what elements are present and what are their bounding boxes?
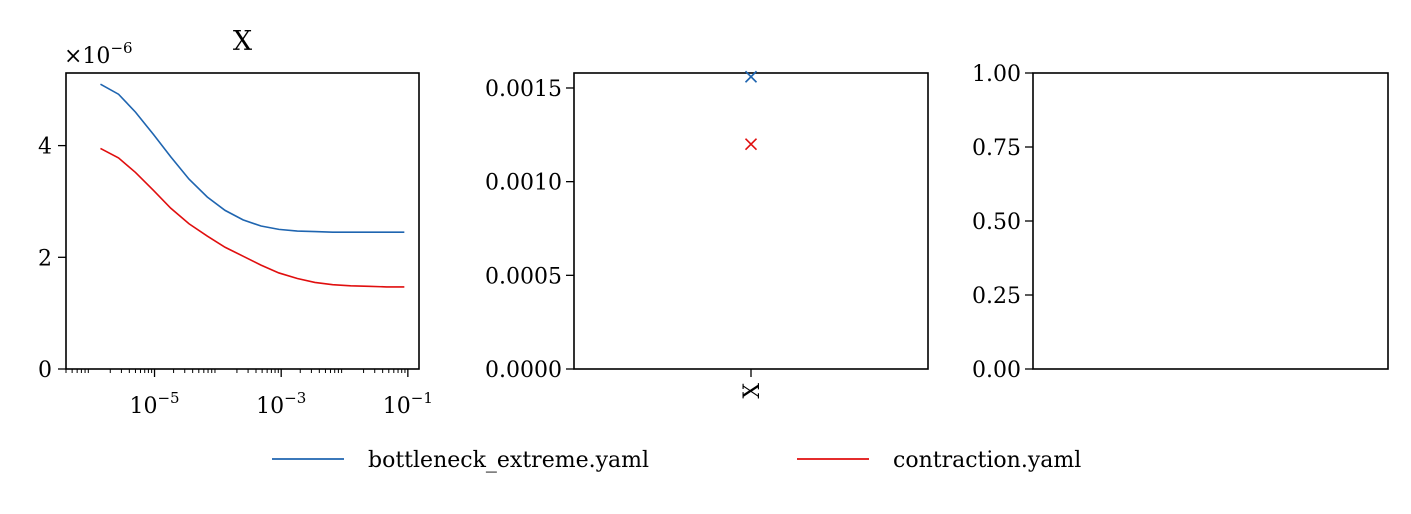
- x-tick-label: 10−5: [129, 389, 179, 419]
- y-tick-label: 0.50: [972, 210, 1021, 235]
- y-tick-label: 2: [38, 246, 52, 271]
- legend-label: bottleneck_extreme.yaml: [368, 448, 649, 473]
- series-line-bottleneck-extreme: [100, 83, 405, 233]
- y-tick-label: 0.25: [972, 284, 1021, 309]
- axes-frame: [65, 72, 420, 370]
- legend-item: contraction.yaml: [797, 448, 1081, 473]
- y-multiplier-base: ×10: [64, 44, 110, 69]
- x-tick-label-base: 10: [383, 394, 411, 419]
- x-tick-label-base: 10: [256, 394, 284, 419]
- x-tick-label: X: [740, 383, 765, 399]
- x-tick-label-base: 10: [129, 394, 157, 419]
- y-tick-label: 0.00: [972, 358, 1021, 383]
- x-tick-label: 10−1: [383, 389, 433, 419]
- y-tick-label: 0: [38, 358, 52, 383]
- x-tick-label-exponent: −1: [411, 389, 433, 407]
- y-axis-multiplier: ×10−6: [64, 39, 133, 69]
- y-multiplier-exponent: −6: [110, 39, 132, 57]
- x-tick-label-exponent: −5: [157, 389, 179, 407]
- marker-contraction: [744, 138, 758, 151]
- y-tick-label: 0.0015: [485, 77, 562, 102]
- y-tick-label: 1.00: [972, 62, 1021, 87]
- y-tick-label: 0.0010: [485, 171, 562, 196]
- legend-item: bottleneck_extreme.yaml: [272, 448, 649, 473]
- axes-frame: [1032, 72, 1389, 370]
- legend-label: contraction.yaml: [893, 448, 1081, 473]
- y-tick-label: 0.0005: [485, 264, 562, 289]
- axes-frame: [573, 72, 929, 370]
- y-tick-label: 4: [38, 135, 52, 160]
- chart-title: X: [233, 26, 253, 57]
- empty-chart-panel: 0.00 0.25 0.50 0.75 1.00: [972, 62, 1389, 383]
- x-tick-label-exponent: −3: [284, 389, 306, 407]
- legend: bottleneck_extreme.yaml contraction.yaml: [272, 448, 1081, 473]
- y-tick-label: 0.75: [972, 136, 1021, 161]
- y-tick-label: 0.0000: [485, 358, 562, 383]
- x-tick-label: 10−3: [256, 389, 306, 419]
- series-line-contraction: [100, 147, 405, 288]
- marker-bottleneck-extreme: [744, 70, 758, 83]
- scatter-chart-panel: 0.0000 0.0005 0.0010 0.0015 X: [485, 70, 929, 399]
